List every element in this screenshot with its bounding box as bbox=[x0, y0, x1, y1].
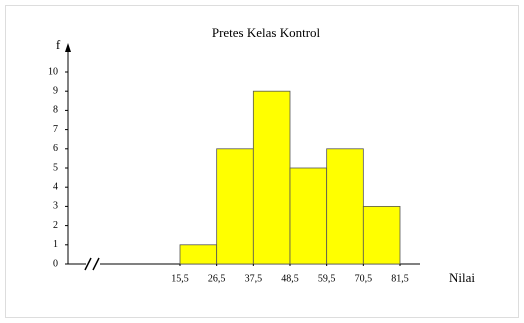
x-tick-label: 15,5 bbox=[171, 273, 189, 284]
x-tick-label: 70,5 bbox=[355, 273, 373, 284]
chart-title: Pretes Kelas Kontrol bbox=[212, 25, 321, 40]
y-tick-label: 8 bbox=[53, 105, 58, 116]
y-tick-label: 6 bbox=[53, 143, 58, 154]
y-tick-label: 3 bbox=[53, 201, 58, 212]
y-tick-label: 2 bbox=[53, 220, 58, 231]
bar bbox=[362, 205, 401, 265]
y-tick-label: 0 bbox=[53, 258, 58, 269]
bar bbox=[216, 148, 254, 265]
bar bbox=[252, 90, 291, 265]
x-tick-label: 81,5 bbox=[391, 273, 409, 284]
x-tick-label: 59,5 bbox=[318, 273, 336, 284]
y-tick-label: 7 bbox=[53, 124, 58, 135]
x-tick-label: 37,5 bbox=[245, 273, 263, 284]
y-tick-label: 5 bbox=[53, 162, 58, 173]
y-axis-label: f bbox=[56, 37, 61, 52]
y-tick-label: 1 bbox=[53, 239, 58, 250]
bar bbox=[289, 167, 328, 265]
y-tick-label: 4 bbox=[53, 181, 58, 192]
y-axis-arrow bbox=[65, 43, 71, 52]
x-axis-label: Nilai bbox=[449, 270, 475, 285]
x-tick-label: 48,5 bbox=[281, 273, 299, 284]
y-tick-label: 9 bbox=[53, 85, 58, 96]
x-tick-label: 26,5 bbox=[208, 273, 226, 284]
y-tick-label: 10 bbox=[48, 66, 58, 77]
bar bbox=[326, 148, 364, 265]
axis-break bbox=[84, 257, 92, 271]
bar bbox=[179, 244, 218, 265]
axis-break bbox=[92, 257, 100, 271]
